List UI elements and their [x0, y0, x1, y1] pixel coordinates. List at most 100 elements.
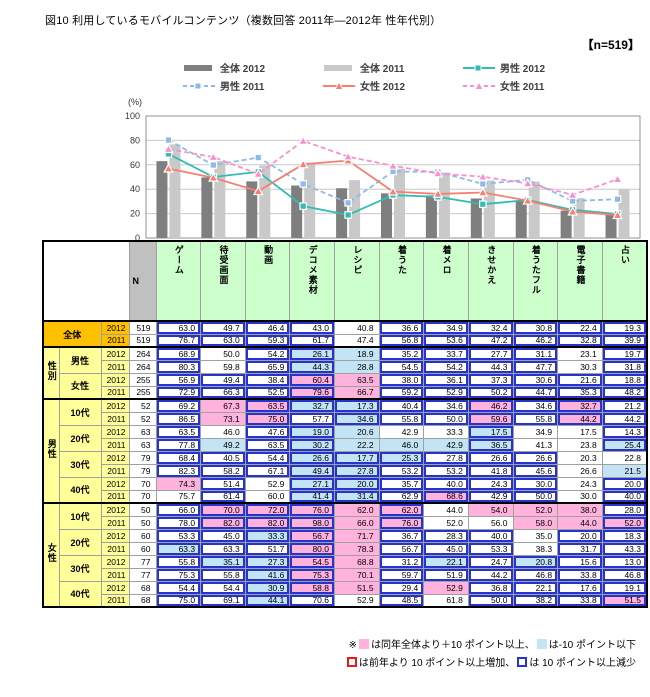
value-cell: 26.6 [557, 463, 603, 478]
chart-legend: 全体 2012 全体 2011 男性 2012 男性 2011 女性 2012 女性 20… [182, 60, 602, 93]
value-cell: 76.7 [155, 333, 202, 348]
value-cell: 17.6 [557, 580, 603, 595]
table-row: 30代 2012 79 68.4 40.5 54.4 26.6 17.7 25.3 27.8 26.… [43, 450, 648, 478]
value-cell: 58.8 [289, 580, 335, 595]
value-cell: 69.1 [200, 593, 246, 608]
value-cell: 22.1 [512, 580, 559, 595]
legend-line-swatch-icon [463, 80, 495, 90]
chart-marker [163, 143, 174, 154]
value-cell: 20.0 [557, 528, 603, 543]
value-cell: 46.8 [512, 567, 559, 582]
value-cell: 60.4 [289, 372, 335, 387]
value-cell: 82.0 [244, 515, 291, 530]
bar-line-chart: 0 20 40 60 80 100 (%) [125, 97, 641, 243]
chart-marker [344, 211, 352, 219]
value-cell: 27.3 [244, 554, 291, 569]
row-label: 40代 [58, 580, 102, 608]
column-header: 占い [601, 240, 648, 322]
n-value: 50 [128, 502, 157, 517]
value-cell: 20.8 [512, 554, 559, 569]
table-row: 40代 2012 68 54.4 54.4 30.9 58.8 51.5 29.4 52.9 36.… [43, 580, 648, 608]
value-cell: 63.3 [155, 541, 202, 556]
value-cell: 40.0 [467, 528, 514, 543]
value-cell: 40.0 [423, 476, 469, 491]
value-cell: 21.6 [557, 372, 603, 387]
value-cell: 46.0 [378, 437, 425, 452]
n-value: 79 [128, 463, 157, 478]
footnotes: ※ は同年全体より＋10 ポイント以上、 は-10 ポイント以下 は前年より 10 … [345, 637, 636, 672]
value-cell: 61.4 [200, 489, 246, 504]
value-cell: 44.2 [601, 411, 648, 426]
value-cell: 78.0 [155, 515, 202, 530]
value-cell: 80.0 [289, 541, 335, 556]
value-cell: 68.8 [334, 554, 380, 569]
value-cell: 33.3 [244, 528, 291, 543]
chart-marker [432, 188, 444, 198]
legend-item: 女性 2012 [322, 78, 462, 93]
value-cell: 51.4 [200, 476, 246, 491]
value-cell: 47.4 [334, 333, 380, 348]
value-cell: 75.3 [289, 567, 335, 582]
n-value: 79 [128, 450, 157, 465]
column-header: 待受画面 [200, 240, 246, 322]
value-cell: 80.3 [155, 359, 202, 374]
year-label: 2012 [100, 346, 130, 361]
value-cell: 51.9 [423, 567, 469, 582]
value-cell: 31.2 [378, 554, 425, 569]
value-cell: 28.8 [334, 359, 380, 374]
row-label: 10代 [58, 398, 102, 426]
legend-line-swatch-icon [183, 82, 215, 89]
value-cell: 54.0 [467, 502, 514, 517]
chart-marker [299, 202, 307, 210]
value-cell: 13.0 [601, 554, 648, 569]
row-label: 全体 [42, 320, 102, 348]
footnote-text: は前年より 10 ポイント以上増加、 [358, 657, 516, 669]
column-header: 着メロ [423, 240, 469, 322]
row-label: 40代 [58, 476, 102, 504]
column-header-text: ゲーム [173, 245, 184, 275]
chart-marker [477, 171, 489, 181]
table-row: 女性 2012 255 56.9 49.4 38.4 60.4 63.5 38.0 36.1 37.… [43, 372, 648, 400]
value-cell: 30.3 [557, 359, 603, 374]
year-label: 2011 [100, 541, 130, 556]
value-cell: 40.5 [200, 450, 246, 465]
value-cell: 28.3 [423, 528, 469, 543]
value-cell: 17.7 [334, 450, 380, 465]
chart-bar [291, 185, 303, 238]
value-cell: 52.9 [334, 593, 380, 608]
group-label: 女性 [42, 502, 60, 608]
value-cell: 73.1 [200, 411, 246, 426]
figure-title: 図10 利用しているモバイルコンテンツ（複数回答 2011年―2012年 性年代… [45, 15, 442, 27]
value-cell: 19.7 [601, 346, 648, 361]
value-cell: 63.5 [244, 437, 291, 452]
table-row: 性別 男性 2012 264 68.9 50.0 54.2 26.1 18.9 35.2 33.7 2… [42, 346, 648, 400]
value-cell: 34.6 [334, 411, 380, 426]
value-cell: 48.2 [601, 385, 648, 400]
value-cell: 67.1 [244, 463, 291, 478]
value-cell: 44.3 [467, 359, 514, 374]
legend-label: 全体 2012 [220, 64, 266, 75]
row-label: 30代 [58, 450, 102, 478]
value-cell: 86.5 [155, 411, 202, 426]
value-cell: 71.7 [334, 528, 380, 543]
chart-marker [479, 200, 487, 209]
value-cell: 72.9 [155, 385, 202, 400]
value-cell: 44.0 [423, 502, 469, 517]
value-cell: 23.8 [557, 437, 603, 452]
value-cell: 58.0 [512, 515, 559, 530]
y-axis-tick-label: 20 [130, 209, 140, 219]
value-cell: 27.1 [289, 476, 335, 491]
value-cell: 32.7 [557, 398, 603, 413]
value-cell: 59.6 [467, 411, 514, 426]
value-cell: 44.2 [467, 567, 514, 582]
n-value: 70 [128, 476, 157, 491]
value-cell: 22.2 [334, 437, 380, 452]
value-cell: 29.4 [378, 580, 425, 595]
value-cell: 56.8 [378, 333, 425, 348]
table-row: 2011 68 75.0 69.1 44.1 70.6 52.9 48.5 61.8 50.0 38… [43, 593, 648, 608]
legend-label: 男性 2012 [500, 64, 546, 75]
value-cell: 20.0 [334, 476, 380, 491]
chart-bar [201, 177, 213, 238]
data-table: N ゲーム 待受画面 動画 デコメ素材 レシピ 着うた 着メロ きせかえ 着うたフル 電子書籍 占い全… [42, 240, 648, 608]
value-cell: 35.3 [557, 385, 603, 400]
